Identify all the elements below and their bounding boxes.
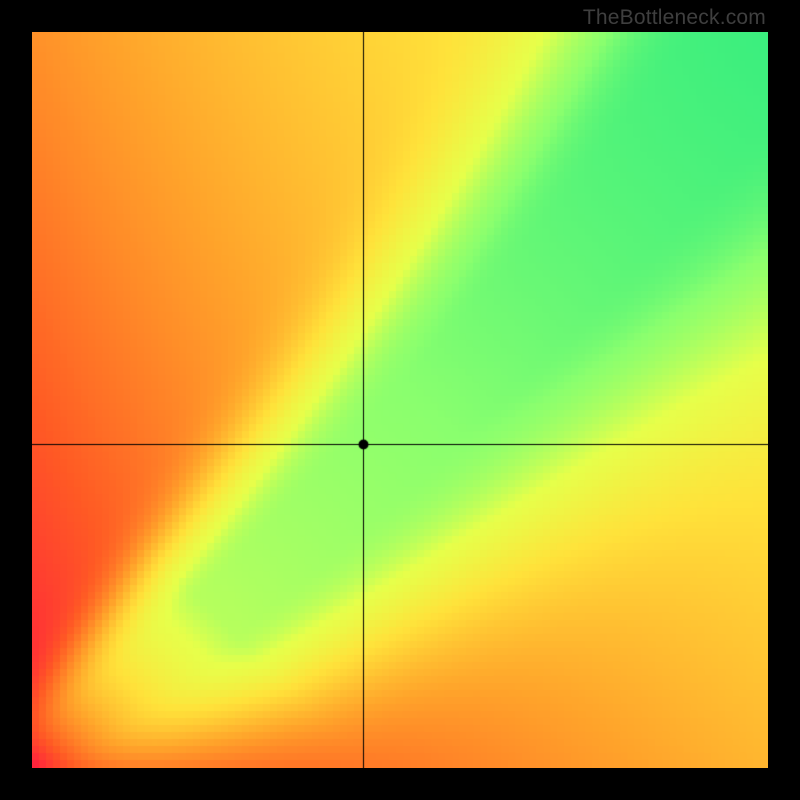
watermark-label: TheBottleneck.com bbox=[583, 6, 766, 30]
chart-container: TheBottleneck.com bbox=[0, 0, 800, 800]
bottleneck-heatmap bbox=[32, 32, 768, 768]
